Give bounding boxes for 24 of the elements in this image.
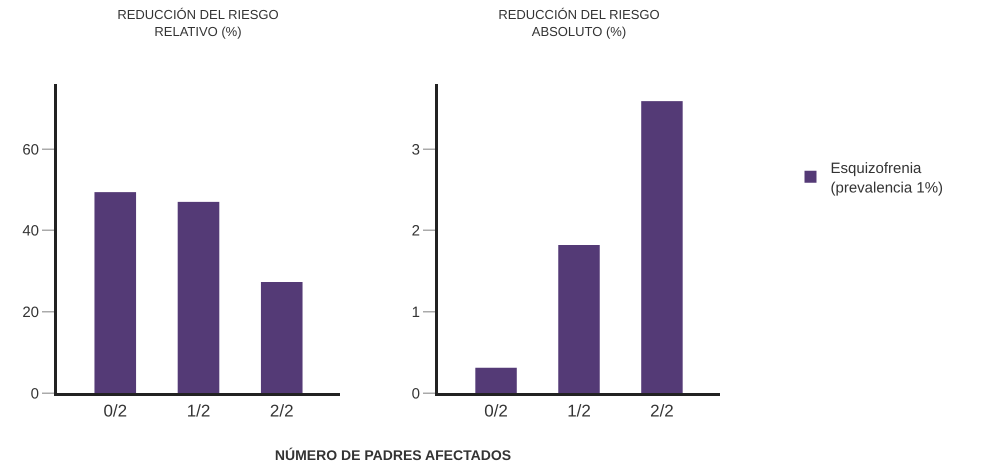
bar [260, 282, 303, 393]
bar [558, 245, 600, 393]
y-tick-label: 0 [30, 385, 39, 402]
y-tick-label: 3 [412, 141, 420, 158]
y-tick-label: 60 [22, 141, 39, 158]
x-tick-label: 2/2 [270, 401, 294, 420]
chart-title: REDUCCIÓN DEL RIESGO ABSOLUTO (%) [498, 6, 660, 39]
bar [178, 202, 220, 393]
chart-title: REDUCCIÓN DEL RIESGO RELATIVO (%) [117, 6, 279, 39]
x-tick-label: 2/2 [650, 401, 674, 420]
y-tick-label: 2 [412, 222, 420, 240]
x-tick-label: 1/2 [186, 401, 210, 420]
x-tick-label: 0/2 [484, 401, 508, 420]
x-tick-label: 0/2 [103, 401, 128, 420]
x-tick-label: 1/2 [567, 401, 591, 420]
y-tick-label: 1 [412, 304, 420, 321]
bar [475, 368, 517, 393]
bar [94, 192, 136, 393]
y-tick-label: 20 [22, 304, 39, 321]
x-axis-title: NÚMERO DE PADRES AFECTADOS [274, 447, 512, 463]
bar [641, 101, 683, 393]
y-tick-label: 40 [22, 222, 39, 240]
legend-label: Esquizofrenia (prevalencia 1%) [830, 160, 944, 196]
y-tick-label: 0 [412, 385, 420, 402]
